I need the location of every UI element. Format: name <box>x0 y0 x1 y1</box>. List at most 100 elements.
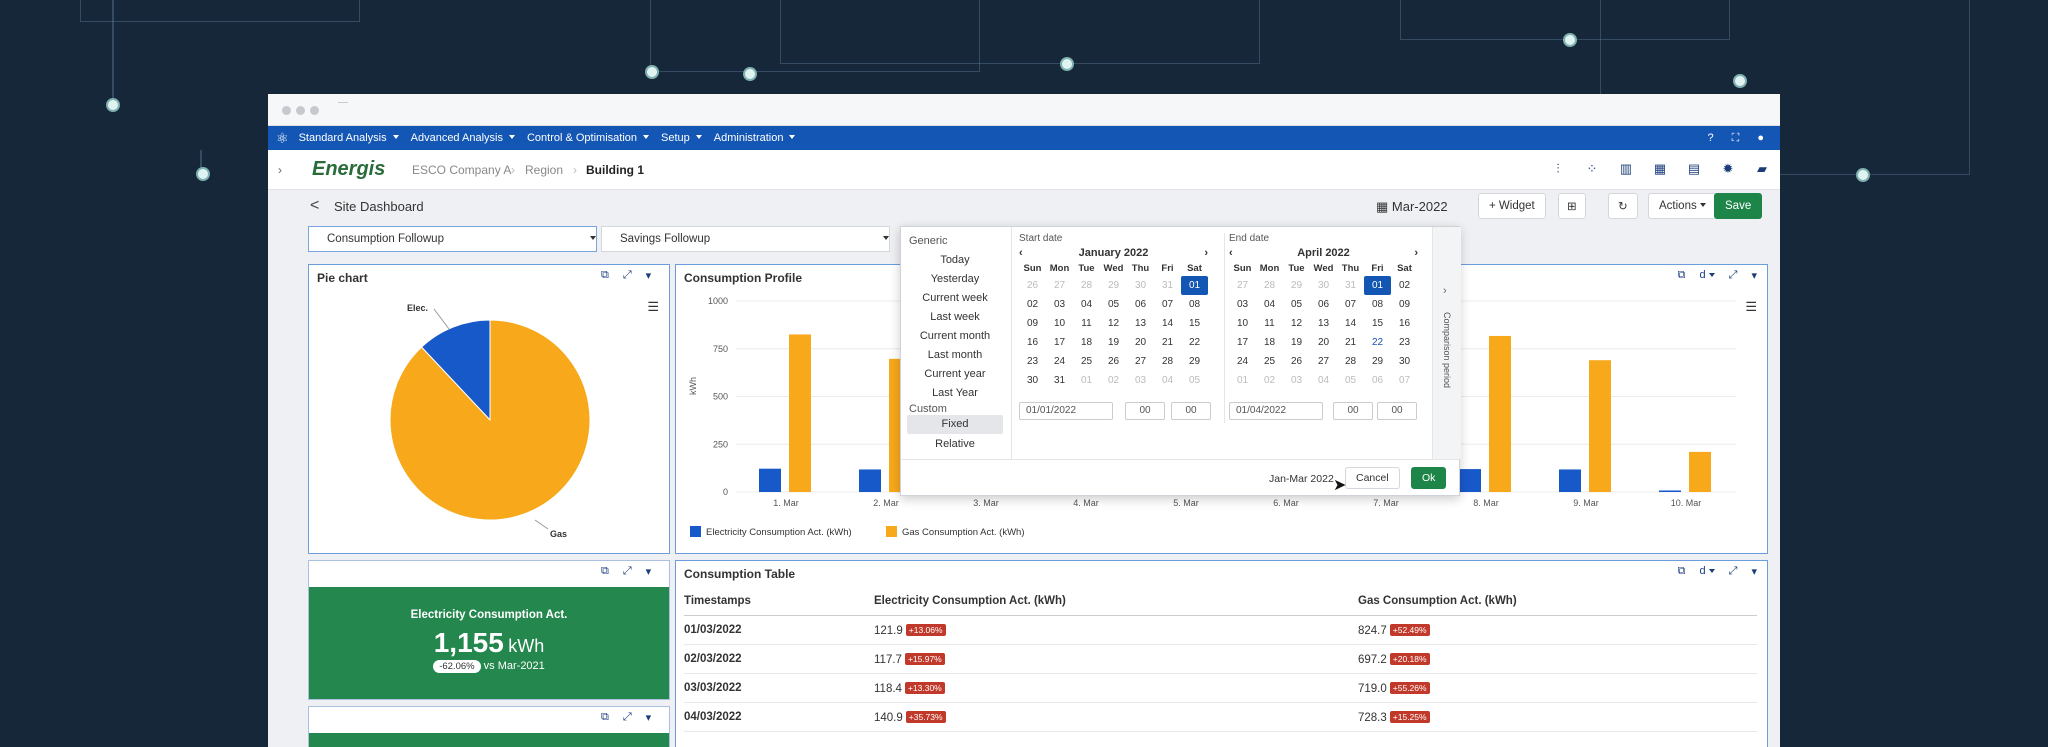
compare-icon[interactable]: ⧉ <box>601 565 609 577</box>
tab-consumption-followup[interactable]: Consumption Followup <box>308 226 597 252</box>
calendar-day[interactable]: 04 <box>1317 375 1330 386</box>
nav-administration[interactable]: Administration <box>714 132 796 144</box>
bar-electricity[interactable] <box>859 469 881 492</box>
calendar-day[interactable]: 11 <box>1081 318 1092 329</box>
start-hour-input[interactable]: 00 <box>1125 402 1165 420</box>
calendar-day[interactable]: 13 <box>1317 318 1330 329</box>
calendar-day[interactable]: 02 <box>1107 375 1120 386</box>
expand-icon[interactable]: ⤢ <box>622 565 632 577</box>
calendar-day[interactable]: 09 <box>1026 318 1039 329</box>
calendar-day[interactable]: 29 <box>1290 280 1303 291</box>
dashboard-icon[interactable]: ▦ <box>1653 161 1667 176</box>
calendar-day[interactable]: 04 <box>1080 299 1093 310</box>
fullscreen-icon[interactable]: ⛶ <box>1731 131 1740 144</box>
calendar-day[interactable]: 31 <box>1053 375 1066 386</box>
prev-month-icon[interactable]: ‹ <box>1229 247 1233 259</box>
calendar-day[interactable]: 30 <box>1134 280 1147 291</box>
calendar-day[interactable]: 24 <box>1236 356 1249 367</box>
chevron-down-icon[interactable]: ▾ <box>645 566 652 578</box>
custom-fixed[interactable]: Fixed <box>907 415 1003 434</box>
breadcrumb-region[interactable]: Region <box>525 162 564 177</box>
bar-gas[interactable] <box>1689 451 1711 492</box>
calendar-day[interactable]: 01 <box>1236 375 1249 386</box>
bar-gas[interactable] <box>789 334 811 492</box>
generic-option[interactable]: Today <box>940 254 970 266</box>
chevron-down-icon[interactable]: ▾ <box>1751 270 1757 282</box>
calendar-day[interactable]: 24 <box>1053 356 1066 367</box>
generic-option[interactable]: Last Year <box>932 387 978 399</box>
expand-icon[interactable]: ⤢ <box>622 269 632 281</box>
calendar-day[interactable]: 05 <box>1290 299 1303 310</box>
ok-button[interactable]: Ok <box>1411 467 1447 489</box>
calendar-day[interactable]: 06 <box>1134 299 1147 310</box>
bar-electricity[interactable] <box>1559 469 1581 492</box>
scatter-icon[interactable]: ⁘ <box>1586 161 1598 176</box>
bar-chart-icon[interactable]: ▥ <box>1619 161 1633 176</box>
generic-option[interactable]: Last month <box>927 349 983 361</box>
calendar-day[interactable]: 29 <box>1188 356 1201 367</box>
tab-savings-followup[interactable]: Savings Followup <box>601 226 890 252</box>
calendar-day[interactable]: 06 <box>1371 375 1384 386</box>
calendar-day[interactable]: 02 <box>1026 299 1039 310</box>
calendar-day[interactable]: 22 <box>1371 337 1384 348</box>
calendar-day[interactable]: 08 <box>1188 299 1201 310</box>
calendar-day[interactable]: 03 <box>1134 375 1147 386</box>
actions-button[interactable]: Actions <box>1648 193 1717 219</box>
calendar-day[interactable]: 23 <box>1026 356 1039 367</box>
legend-label[interactable]: Gas Consumption Act. (kWh) <box>902 527 1024 538</box>
calendar-day[interactable]: 18 <box>1080 337 1093 348</box>
help-icon[interactable]: ? <box>1707 131 1714 144</box>
calendar-day[interactable]: 06 <box>1317 299 1330 310</box>
compare-icon[interactable]: ⧉ <box>1677 565 1686 577</box>
next-month-icon[interactable]: › <box>1204 247 1208 259</box>
calendar-day[interactable]: 04 <box>1263 299 1276 310</box>
nav-standard-analysis[interactable]: Standard Analysis <box>299 132 399 144</box>
compare-icon[interactable]: ⧉ <box>601 711 609 723</box>
calendar-day[interactable]: 31 <box>1161 280 1174 291</box>
calendar-day[interactable]: 19 <box>1290 337 1303 348</box>
bar-electricity[interactable] <box>1659 490 1681 492</box>
calendar-day[interactable]: 05 <box>1344 375 1357 386</box>
calendar-day[interactable]: 21 <box>1344 337 1357 348</box>
calendar-day[interactable]: 07 <box>1344 299 1357 310</box>
calendar-day[interactable]: 28 <box>1161 356 1174 367</box>
calendar-day[interactable]: 03 <box>1290 375 1303 386</box>
pie-slice-elec[interactable] <box>420 319 491 422</box>
menu-icon[interactable]: ☰ <box>1745 299 1757 314</box>
calendar-day[interactable]: 31 <box>1344 280 1357 291</box>
next-month-icon[interactable]: › <box>1414 247 1418 259</box>
resolution-select[interactable]: d <box>1700 269 1715 282</box>
back-icon[interactable]: < <box>310 197 320 214</box>
calendar-day[interactable]: 16 <box>1398 318 1411 329</box>
generic-option[interactable]: Current month <box>919 330 991 342</box>
breadcrumb-building[interactable]: Building 1 <box>586 162 644 177</box>
calendar-day[interactable]: 28 <box>1263 280 1276 291</box>
calendar-day[interactable]: 02 <box>1398 280 1411 291</box>
chevron-down-icon[interactable]: ▾ <box>645 270 652 282</box>
calendar-day[interactable]: 17 <box>1053 337 1066 348</box>
cancel-button[interactable]: Cancel <box>1345 467 1400 489</box>
add-page-icon[interactable]: ⊞ <box>1558 193 1586 219</box>
report-icon[interactable]: ▤ <box>1687 161 1701 176</box>
breadcrumb-company[interactable]: ESCO Company A <box>412 162 512 177</box>
calendar-day[interactable]: 20 <box>1134 337 1147 348</box>
calendar-day[interactable]: 15 <box>1371 318 1384 329</box>
generic-option[interactable]: Current year <box>924 368 986 380</box>
custom-relative[interactable]: Relative <box>935 438 975 450</box>
sidebar-toggle-icon[interactable]: › <box>278 162 282 177</box>
nav-setup[interactable]: Setup <box>661 132 702 144</box>
nav-control-optimisation[interactable]: Control & Optimisation <box>527 132 649 144</box>
add-widget-button[interactable]: + Widget <box>1478 193 1546 219</box>
calendar-day[interactable]: 22 <box>1188 337 1201 348</box>
calendar-day[interactable]: 10 <box>1053 318 1066 329</box>
user-icon[interactable]: ● <box>1757 131 1764 144</box>
calendar-day[interactable]: 30 <box>1398 356 1411 367</box>
pie-slice-gas[interactable] <box>389 319 591 521</box>
generic-option[interactable]: Last week <box>930 311 980 323</box>
bar-electricity[interactable] <box>759 468 781 492</box>
chevron-down-icon[interactable]: ▾ <box>1751 566 1757 578</box>
analysis-icon[interactable]: ⫶ <box>1556 161 1560 176</box>
calendar-day[interactable]: 15 <box>1188 318 1201 329</box>
calendar-day[interactable]: 05 <box>1188 375 1201 386</box>
calendar-day[interactable]: 03 <box>1053 299 1066 310</box>
